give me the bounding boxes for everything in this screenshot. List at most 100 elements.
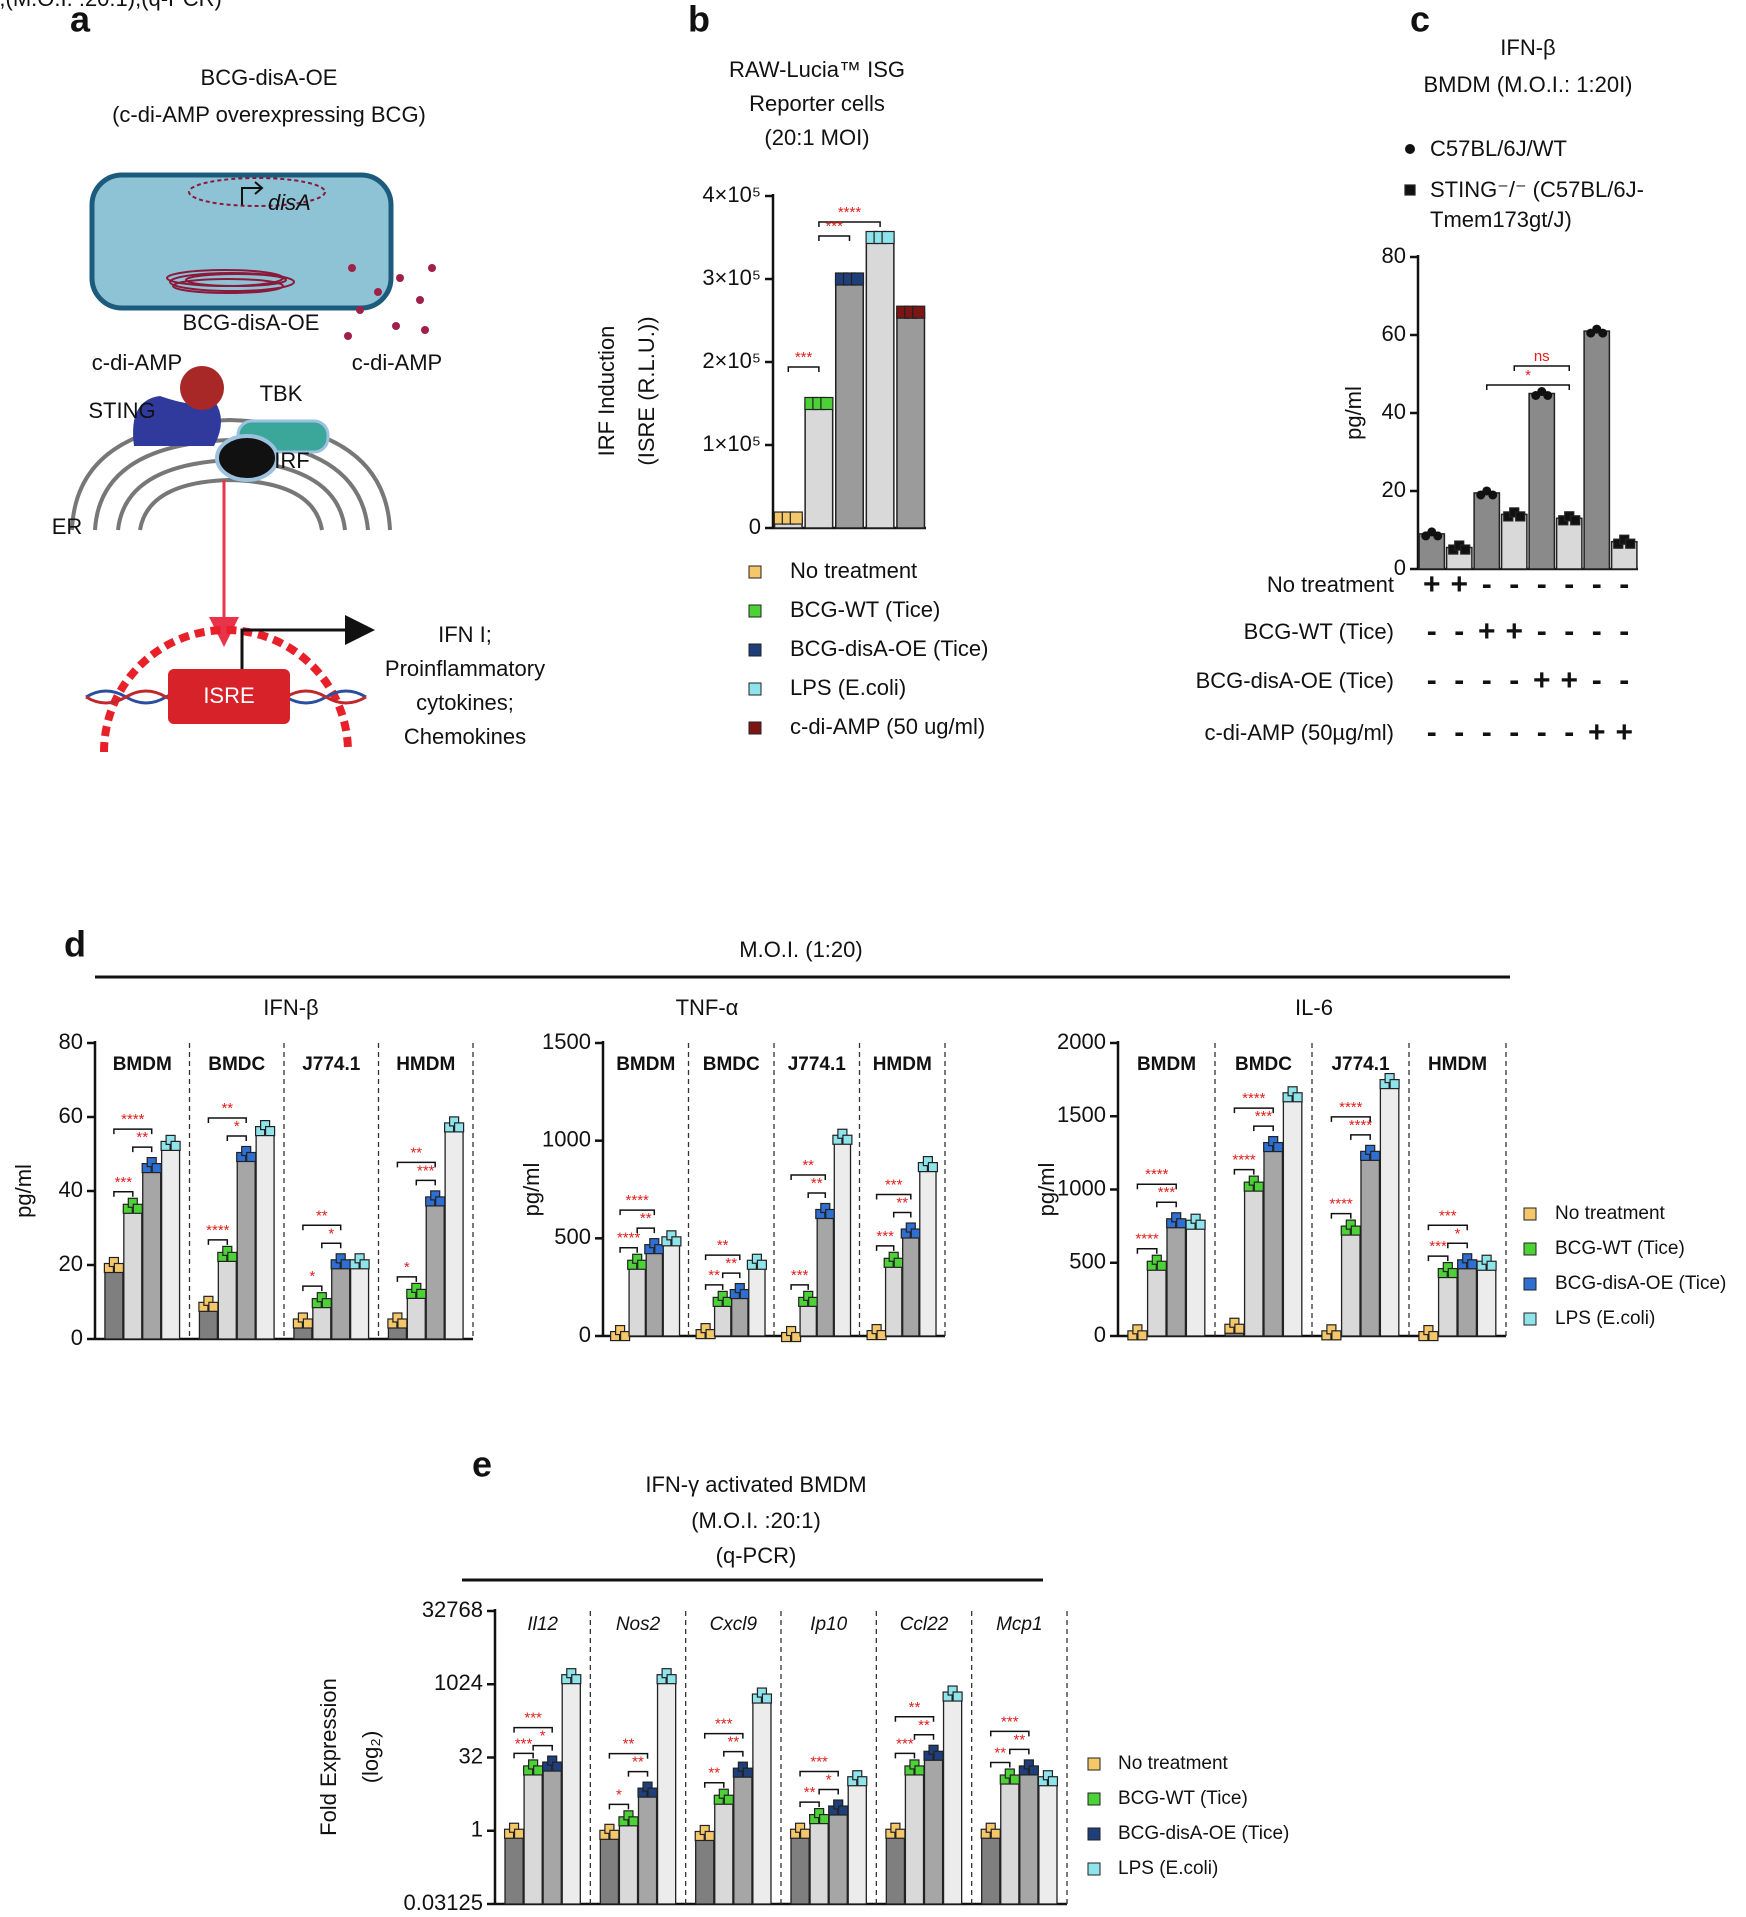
bar xyxy=(1000,1775,1020,1905)
y-tick-label: 1 xyxy=(471,1817,483,1842)
bar xyxy=(561,1675,581,1905)
significance-bracket xyxy=(704,1284,724,1290)
bar xyxy=(637,1788,658,1905)
bar xyxy=(656,1675,677,1905)
y-tick-label: 40 xyxy=(1382,399,1406,424)
y-tick-label: 32768 xyxy=(422,1597,483,1622)
y-tick-label: 0 xyxy=(579,1322,591,1347)
y-tick-label: 1500 xyxy=(542,1029,591,1054)
diagram-title: (c-di-AMP overexpressing BCG) xyxy=(112,102,426,127)
significance-bracket xyxy=(226,1135,247,1141)
significance-bracket xyxy=(532,1744,553,1751)
significance-label: **** xyxy=(1135,1231,1159,1248)
significance-label: ** xyxy=(1013,1731,1025,1748)
bar xyxy=(1038,1777,1058,1905)
significance-bracket xyxy=(113,1191,134,1197)
chart-title: RAW-Lucia™ ISG xyxy=(729,57,905,82)
condition-sign: - xyxy=(1537,615,1547,648)
condition-sign: - xyxy=(1482,716,1492,749)
data-point xyxy=(571,1674,582,1685)
significance-label: ** xyxy=(708,1267,720,1284)
y-tick-label: 32 xyxy=(459,1743,483,1768)
bar xyxy=(896,311,926,529)
data-point xyxy=(1389,1078,1400,1090)
significance-bracket xyxy=(818,235,851,241)
panel-label: b xyxy=(688,0,710,40)
y-tick-label: 60 xyxy=(59,1103,83,1128)
y-axis-label: pg/ml xyxy=(1034,1163,1059,1217)
significance-bracket xyxy=(396,1276,418,1282)
bar xyxy=(809,1815,829,1905)
y-tick-label: 3×10⁵ xyxy=(702,265,761,290)
data-point xyxy=(842,1134,853,1145)
legend-marker xyxy=(1405,144,1415,154)
data-point xyxy=(790,1331,802,1343)
condition-sign: + xyxy=(1423,568,1441,601)
legend-label: BCG-disA-OE (Tice) xyxy=(1555,1273,1726,1294)
data-point xyxy=(1009,1774,1020,1785)
group-label: J774.1 xyxy=(788,1054,847,1075)
bar xyxy=(884,1259,903,1337)
group-label: BMDM xyxy=(616,1054,675,1075)
condition-sign: + xyxy=(1533,664,1551,697)
significance-bracket xyxy=(1427,1224,1468,1231)
significance-bracket xyxy=(302,1224,342,1231)
significance-bracket xyxy=(513,1752,534,1759)
group-label: BMDM xyxy=(113,1054,172,1075)
group-label: BMDC xyxy=(703,1054,760,1075)
significance-bracket xyxy=(799,1770,839,1777)
significance-label: **** xyxy=(1329,1196,1353,1213)
bar xyxy=(1500,513,1528,570)
data-point xyxy=(170,1140,181,1152)
significance-bracket xyxy=(913,1734,935,1740)
bar xyxy=(142,1164,162,1340)
legend-label: C57BL/6J/WT xyxy=(1430,136,1567,161)
bar xyxy=(1473,492,1501,570)
protein-label: STING xyxy=(88,398,155,423)
data-point xyxy=(881,230,895,245)
significance-label: **** xyxy=(121,1111,145,1128)
bar xyxy=(1583,330,1611,570)
significance-label: *** xyxy=(1158,1184,1176,1201)
significance-label: ** xyxy=(811,1175,823,1192)
panel-label: c xyxy=(1410,0,1430,40)
output-label: Proinflammatory xyxy=(385,656,545,681)
data-point xyxy=(1428,1330,1439,1342)
data-point xyxy=(990,1828,1001,1839)
data-point xyxy=(1370,1150,1381,1161)
data-point xyxy=(705,1329,716,1340)
significance-label: **** xyxy=(1145,1166,1169,1183)
group-label: Cxcl9 xyxy=(710,1614,758,1635)
legend-label: BCG-disA-OE (Tice) xyxy=(790,636,988,661)
data-point xyxy=(799,1828,811,1839)
bar xyxy=(217,1253,237,1340)
condition-sign: - xyxy=(1482,568,1492,601)
chart-title: (M.O.I. :20:1) xyxy=(691,1508,821,1533)
bar xyxy=(599,1831,620,1905)
significance-bracket xyxy=(989,1730,1030,1737)
bar xyxy=(804,402,834,529)
y-axis-label: pg/ml xyxy=(1341,386,1366,440)
significance-bracket xyxy=(627,1770,649,1777)
significance-label: ** xyxy=(727,1734,739,1751)
data-point xyxy=(739,1288,750,1300)
significance-bracket xyxy=(721,1272,741,1279)
organelle-label: ER xyxy=(52,514,83,539)
legend-marker xyxy=(748,565,762,579)
significance-label: ** xyxy=(896,1194,908,1211)
subplot-title: IFN-γ activated BMDM,(M.O.I. :20:1),(q-P… xyxy=(0,0,222,11)
bar xyxy=(236,1153,256,1340)
y-tick-label: 80 xyxy=(59,1029,83,1054)
y-tick-label: 0.03125 xyxy=(403,1890,483,1915)
data-point xyxy=(723,1794,734,1805)
legend-marker xyxy=(1523,1207,1537,1221)
data-point xyxy=(619,1330,631,1342)
significance-label: **** xyxy=(838,204,862,221)
data-point xyxy=(910,1228,921,1239)
bar xyxy=(1019,1766,1039,1905)
y-tick-label: 0 xyxy=(1094,1322,1106,1347)
data-point xyxy=(552,1761,563,1772)
legend-label: No treatment xyxy=(790,558,917,583)
data-point xyxy=(113,1262,125,1274)
